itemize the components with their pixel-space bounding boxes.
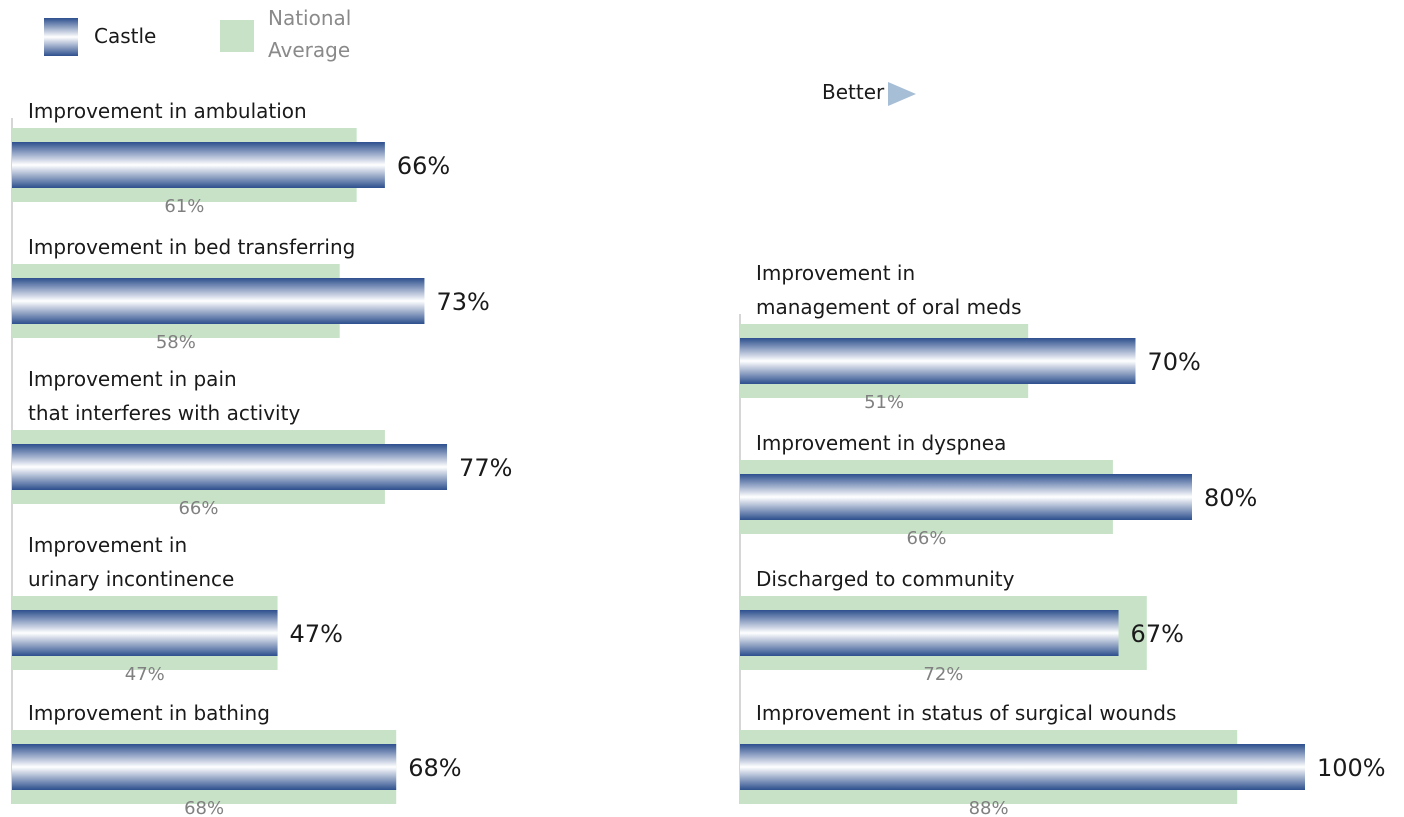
castle-value-label: 80%	[1204, 484, 1257, 512]
castle-value-label: 100%	[1317, 754, 1386, 782]
legend-castle-label: Castle	[94, 24, 157, 48]
category-label: Improvement in dyspnea	[756, 431, 1006, 455]
national-value-label: 68%	[184, 798, 224, 817]
national-value-label: 66%	[906, 528, 946, 549]
national-value-label: 47%	[125, 664, 165, 685]
category-label: that interferes with activity	[28, 401, 300, 425]
legend-national-average: National Average	[220, 4, 390, 68]
castle-bar	[12, 444, 448, 490]
legend-national-label-line2: Average	[268, 38, 351, 62]
castle-bar	[12, 142, 385, 188]
right-arrow-icon	[888, 82, 916, 106]
better-label: Better	[822, 80, 885, 104]
castle-value-label: 47%	[290, 620, 343, 648]
category-label: Discharged to community	[756, 567, 1015, 591]
category-label: Improvement in	[28, 533, 187, 557]
category-label: Improvement in ambulation	[28, 99, 307, 123]
legend-castle-swatch	[44, 18, 78, 56]
national-value-label: 58%	[156, 332, 196, 353]
castle-bar	[12, 610, 278, 656]
castle-value-label: 66%	[397, 152, 450, 180]
castle-value-label: 68%	[408, 754, 461, 782]
castle-bar	[740, 338, 1136, 384]
category-label: Improvement in pain	[28, 367, 237, 391]
category-label: management of oral meds	[756, 295, 1022, 319]
category-label: Improvement in bed transferring	[28, 235, 355, 259]
category-label: urinary incontinence	[28, 567, 234, 591]
castle-bar	[740, 744, 1305, 790]
national-value-label: 72%	[923, 664, 963, 685]
castle-bar	[740, 610, 1119, 656]
castle-value-label: 77%	[459, 454, 512, 482]
national-value-label: 51%	[864, 392, 904, 413]
legend-national-label-line1: National	[268, 6, 352, 30]
national-value-label: 88%	[969, 798, 1009, 817]
castle-value-label: 73%	[436, 288, 489, 316]
national-value-label: 66%	[178, 498, 218, 519]
castle-value-label: 67%	[1131, 620, 1184, 648]
national-value-label: 61%	[164, 196, 204, 217]
legend-castle: Castle	[44, 18, 194, 58]
category-label: Improvement in	[756, 261, 915, 285]
castle-bar	[12, 744, 397, 790]
castle-bar	[12, 278, 425, 324]
castle-value-label: 70%	[1148, 348, 1201, 376]
category-label: Improvement in bathing	[28, 701, 270, 725]
category-label: Improvement in status of surgical wounds	[756, 701, 1176, 725]
legend-national-swatch	[220, 20, 254, 52]
castle-bar	[740, 474, 1192, 520]
